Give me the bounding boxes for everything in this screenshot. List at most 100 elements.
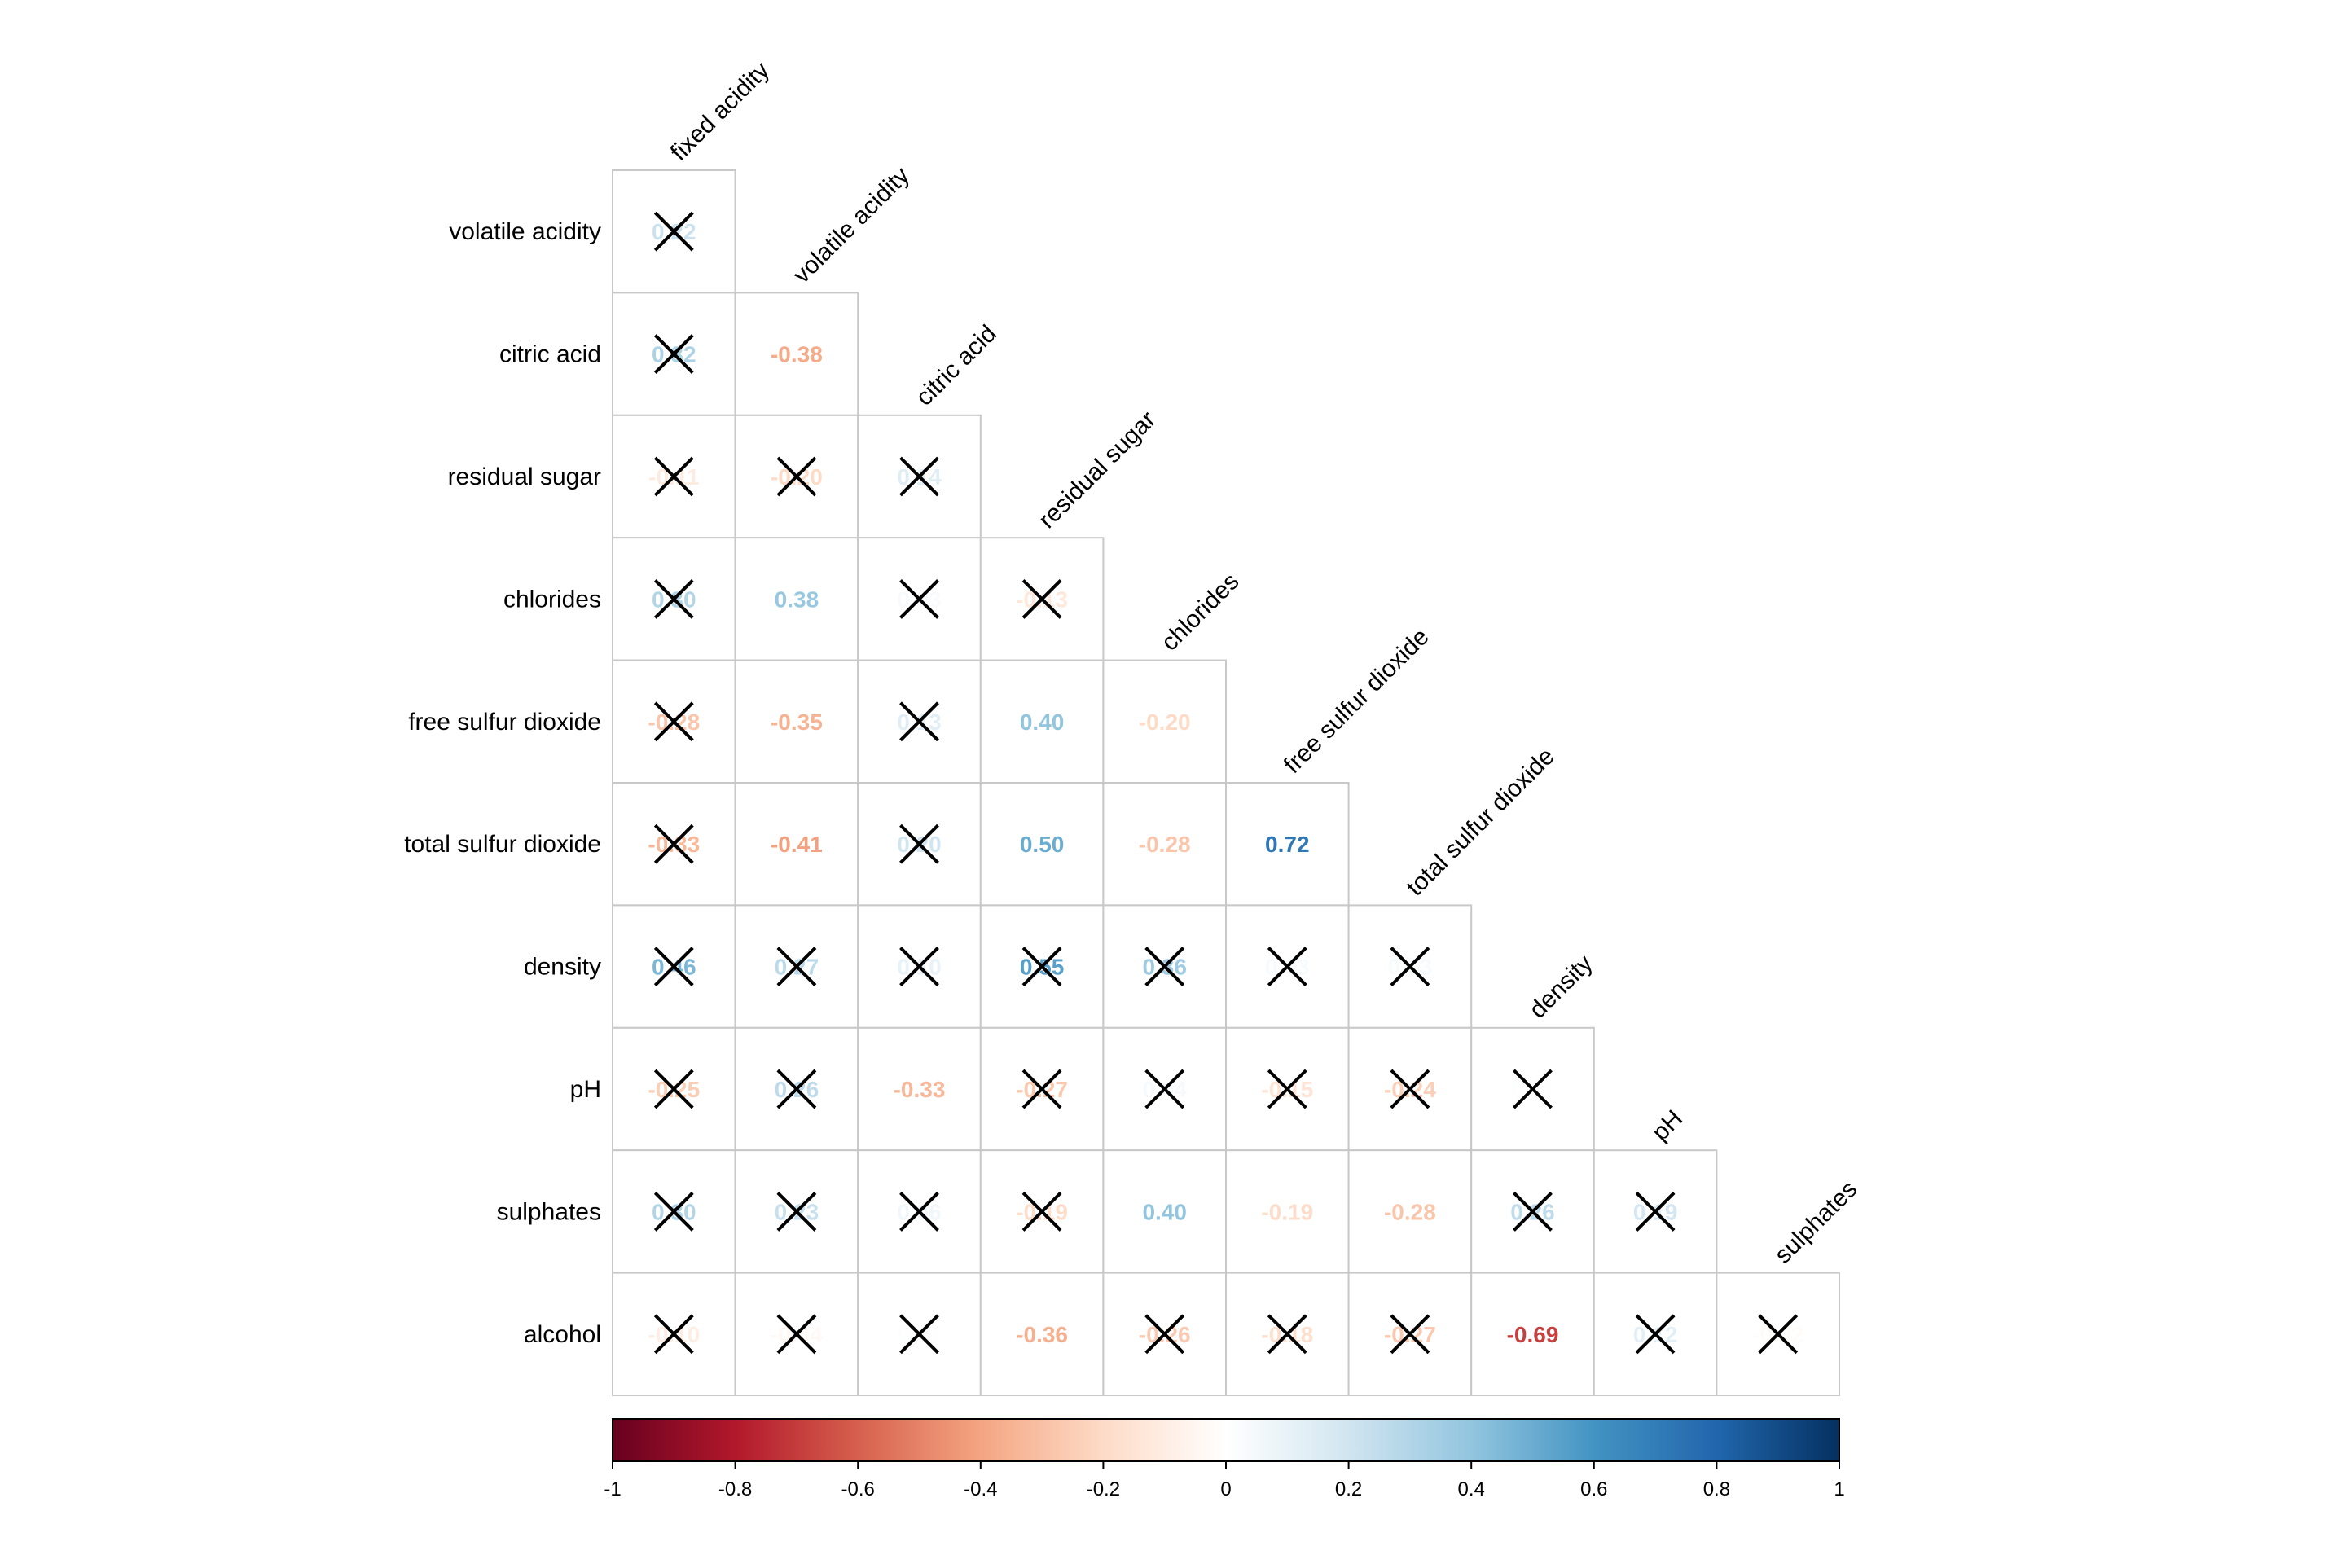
insignificant-cross-mark bbox=[653, 701, 694, 742]
row-label: chlorides bbox=[503, 586, 601, 613]
corr-cell: 0.26 bbox=[734, 1026, 859, 1152]
cell-grid: 0.220.32-0.38-0.11-0.200.140.300.380.03-… bbox=[612, 169, 1840, 1396]
corr-cell: -0.10 bbox=[612, 1272, 736, 1396]
insignificant-cross-mark bbox=[1513, 1069, 1553, 1109]
insignificant-cross-mark bbox=[776, 1191, 817, 1232]
cell-value: -0.28 bbox=[1139, 832, 1191, 857]
corr-cell: -0.28 bbox=[1347, 1149, 1473, 1274]
row-label: citric acid bbox=[499, 341, 601, 368]
cell-background bbox=[857, 1026, 982, 1152]
cell-value: -0.41 bbox=[771, 832, 823, 857]
corr-cell: -0.28 bbox=[1102, 782, 1228, 907]
cell-value: -0.38 bbox=[771, 342, 823, 367]
cell-value: -0.33 bbox=[894, 1077, 946, 1102]
colorbar-tick-label: -0.8 bbox=[718, 1478, 752, 1500]
cell-value: 0.40 bbox=[1142, 1199, 1187, 1224]
corr-cell: 0.10 bbox=[857, 904, 982, 1029]
cell-background bbox=[979, 659, 1105, 784]
insignificant-cross-mark bbox=[1390, 947, 1430, 987]
colorbar-tick-label: -0.2 bbox=[1087, 1478, 1120, 1500]
colorbar-tick-label: 0.4 bbox=[1458, 1478, 1485, 1500]
cell-value: -0.20 bbox=[1139, 709, 1191, 735]
insignificant-cross-mark bbox=[653, 947, 694, 987]
column-label: pH bbox=[1647, 1105, 1688, 1146]
insignificant-cross-mark bbox=[1758, 1314, 1799, 1355]
corr-cell: -0.20 bbox=[1102, 659, 1228, 784]
column-label: residual sugar bbox=[1034, 406, 1162, 534]
row-label: alcohol bbox=[524, 1321, 601, 1348]
cell-value: 0.72 bbox=[1265, 832, 1310, 857]
insignificant-cross-mark bbox=[776, 1314, 817, 1355]
corr-cell: -0.19 bbox=[1225, 1149, 1350, 1274]
cell-value: 0.40 bbox=[1020, 709, 1065, 735]
corr-cell: -0.15 bbox=[1225, 1026, 1350, 1152]
cell-value: -0.28 bbox=[1384, 1199, 1436, 1224]
insignificant-cross-mark bbox=[776, 947, 817, 987]
insignificant-cross-mark bbox=[653, 211, 694, 252]
corr-cell: 0.72 bbox=[1225, 782, 1350, 907]
insignificant-cross-mark bbox=[1267, 1069, 1307, 1109]
corr-cell: -0.26 bbox=[1102, 1272, 1228, 1396]
colorbar-tick-label: -1 bbox=[604, 1478, 621, 1500]
insignificant-cross-mark bbox=[1144, 1069, 1185, 1109]
corr-cell: -0.41 bbox=[734, 782, 859, 907]
colorbar-tick-label: 0 bbox=[1220, 1478, 1231, 1500]
insignificant-cross-mark bbox=[1390, 1314, 1430, 1355]
corr-cell: -0.11 bbox=[612, 414, 736, 539]
corr-cell: -0.36 bbox=[979, 1272, 1105, 1396]
column-label: chlorides bbox=[1156, 568, 1244, 656]
corr-cell: 0.55 bbox=[979, 904, 1105, 1029]
corr-cell: -0.20 bbox=[734, 414, 859, 539]
row-label: pH bbox=[570, 1076, 601, 1103]
insignificant-cross-mark bbox=[653, 824, 694, 864]
insignificant-cross-mark bbox=[899, 824, 939, 864]
corr-cell: -0.18 bbox=[1225, 1272, 1350, 1396]
row-label: volatile acidity bbox=[449, 218, 601, 245]
column-label: citric acid bbox=[911, 320, 1002, 411]
column-label: density bbox=[1524, 950, 1598, 1024]
corr-cell: 0.40 bbox=[979, 659, 1105, 784]
row-label: sulphates bbox=[497, 1198, 601, 1225]
column-label: fixed acidity bbox=[666, 57, 775, 166]
corr-cell: -0.13 bbox=[979, 537, 1105, 661]
corr-cell: 0.14 bbox=[857, 414, 982, 539]
insignificant-cross-mark bbox=[1021, 947, 1062, 987]
corr-cell: -0.27 bbox=[979, 1026, 1105, 1152]
column-label: free sulfur dioxide bbox=[1279, 623, 1434, 779]
corr-cell: 0.04 bbox=[1102, 1026, 1228, 1152]
corr-cell: -0.25 bbox=[612, 1026, 736, 1152]
insignificant-cross-mark bbox=[653, 1191, 694, 1232]
corr-cell: -0.27 bbox=[1347, 1272, 1473, 1396]
corr-cell: 0.27 bbox=[734, 904, 859, 1029]
corr-cell: -0.35 bbox=[734, 659, 859, 784]
insignificant-cross-mark bbox=[899, 1191, 939, 1232]
corr-cell: 0.38 bbox=[734, 537, 859, 661]
cell-background bbox=[734, 659, 859, 784]
cell-background bbox=[734, 782, 859, 907]
column-label: sulphates bbox=[1769, 1175, 1862, 1268]
column-label: volatile acidity bbox=[789, 162, 915, 288]
insignificant-cross-mark bbox=[899, 578, 939, 619]
corr-cell: 0.01 bbox=[1470, 1026, 1595, 1152]
corr-cell: -0.02 bbox=[1716, 1272, 1840, 1396]
cell-background bbox=[734, 537, 859, 661]
corr-cell: -0.24 bbox=[1347, 1026, 1473, 1152]
cell-background bbox=[1102, 659, 1228, 784]
insignificant-cross-mark bbox=[1021, 1191, 1062, 1232]
cell-background bbox=[1470, 1272, 1595, 1396]
corr-cell: 0.20 bbox=[857, 782, 982, 907]
insignificant-cross-mark bbox=[653, 334, 694, 375]
corr-cell: 0.06 bbox=[857, 1149, 982, 1274]
cell-value: -0.36 bbox=[1016, 1322, 1068, 1347]
corr-cell: 0.30 bbox=[612, 1149, 736, 1274]
corr-cell: 0.12 bbox=[1593, 1272, 1718, 1396]
insignificant-cross-mark bbox=[1513, 1191, 1553, 1232]
corr-cell: 0.30 bbox=[612, 537, 736, 661]
insignificant-cross-mark bbox=[899, 947, 939, 987]
row-label: free sulfur dioxide bbox=[408, 709, 601, 736]
colorbar: -1 -0.8 -0.6 -0.4 -0.2 0 0.2 0.4 0.6 0.8 1 bbox=[604, 1418, 1845, 1500]
row-label: density bbox=[524, 954, 601, 981]
cell-value: -0.69 bbox=[1507, 1322, 1559, 1347]
insignificant-cross-mark bbox=[1267, 947, 1307, 987]
